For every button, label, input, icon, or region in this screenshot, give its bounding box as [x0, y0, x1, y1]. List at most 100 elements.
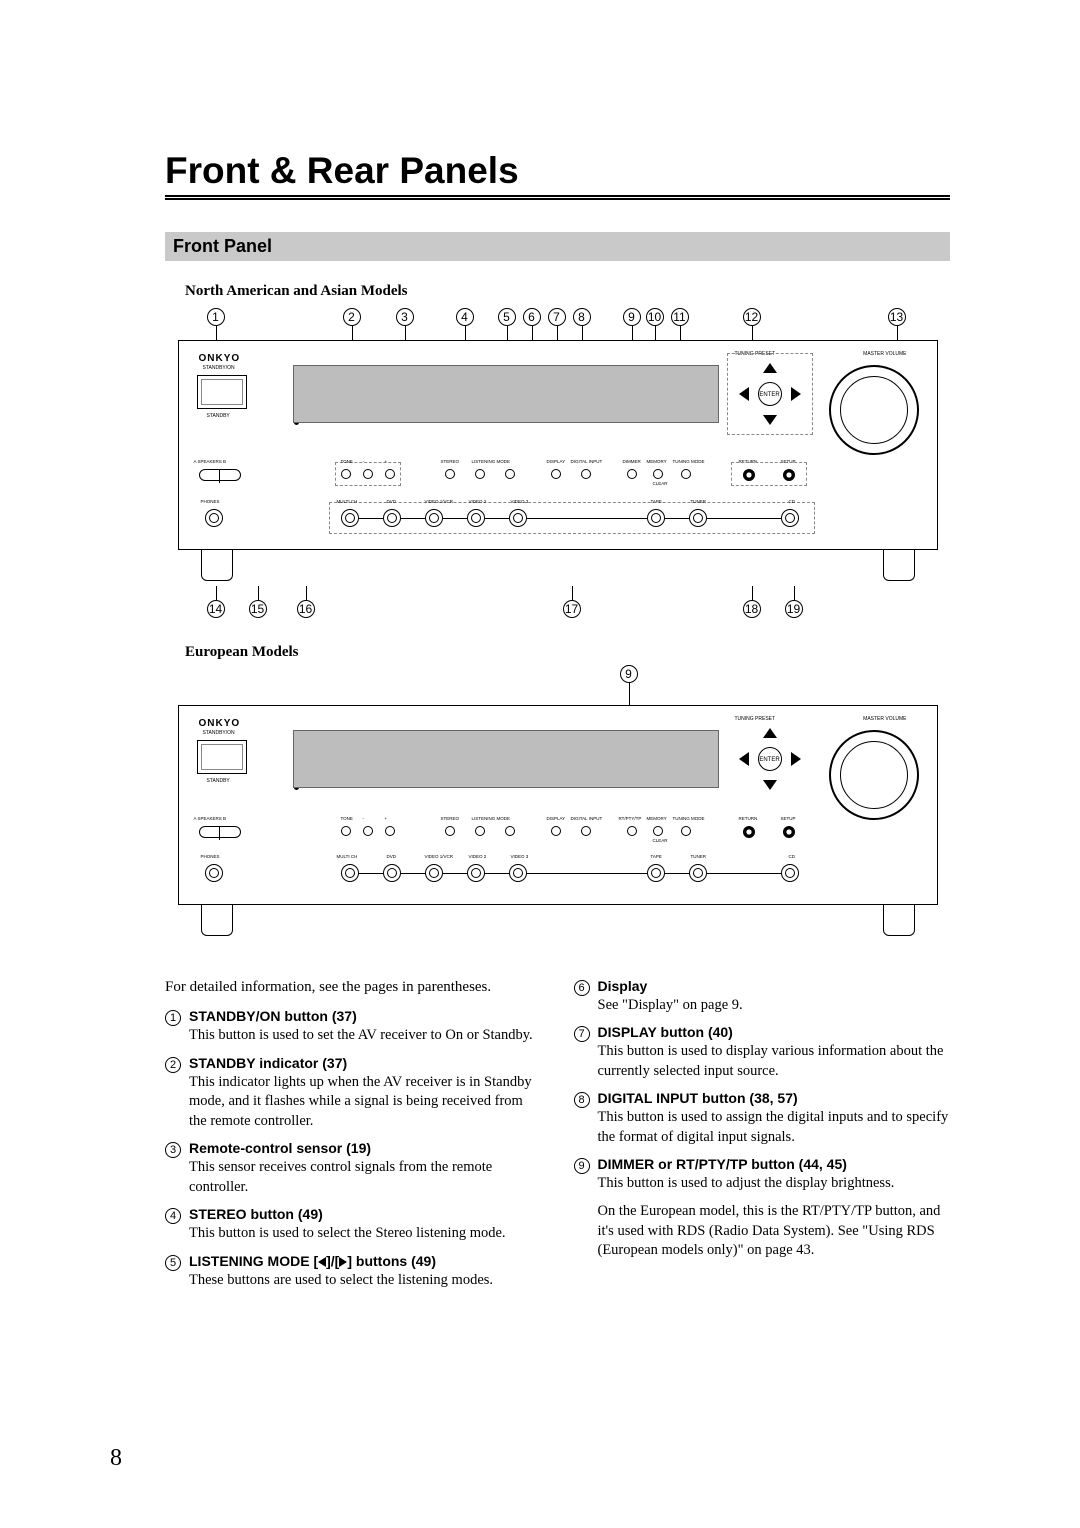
- callout-19: 19: [785, 600, 803, 618]
- tuning-preset-label-eu: TUNING PRESET: [735, 716, 776, 722]
- speakers-switch-eu: [199, 826, 241, 838]
- item-2: 2 STANDBY indicator (37) This indicator …: [165, 1054, 542, 1132]
- tuner-btn: [689, 509, 707, 527]
- memory-label-eu: MEMORY: [647, 816, 667, 821]
- dimmer-label: DIMMER: [623, 459, 641, 464]
- video3-label-eu: VIDEO 3: [511, 854, 529, 859]
- callouts-top: 1 2 3 4 5 6 7 8 9 10 11 12 13: [178, 308, 938, 340]
- listening-mode-label-eu: LISTENING MODE: [472, 816, 511, 821]
- item-num-3: 3: [165, 1142, 181, 1158]
- item-num-9: 9: [574, 1158, 590, 1174]
- item-desc-2: This indicator lights up when the AV rec…: [189, 1073, 542, 1132]
- video3-btn: [509, 509, 527, 527]
- video2-label-eu: VIDEO 2: [469, 854, 487, 859]
- callout-2: 2: [343, 308, 361, 326]
- tone-label: TONE: [341, 459, 353, 464]
- item-5: 5 LISTENING MODE []/[] buttons (49) Thes…: [165, 1252, 542, 1290]
- item-heading-1: STANDBY/ON button (37): [189, 1007, 533, 1026]
- tuner-label-eu: TUNER: [691, 854, 707, 859]
- item-7: 7 DISPLAY button (40) This button is use…: [574, 1023, 951, 1081]
- item-num-6: 6: [574, 980, 590, 996]
- enter-button-eu: ENTER: [758, 747, 782, 771]
- speakers-label: A SPEAKERS B: [194, 459, 227, 464]
- item-8: 8 DIGITAL INPUT button (38, 57) This but…: [574, 1089, 951, 1147]
- callouts-bottom: 14 15 16 17 18 19: [178, 586, 938, 620]
- callout-7: 7: [548, 308, 566, 326]
- item-desc-9a: This button is used to adjust the displa…: [598, 1174, 951, 1194]
- master-volume-label-eu: MASTER VOLUME: [863, 716, 906, 722]
- tape-label: TAPE: [651, 499, 662, 504]
- stereo-label-eu: STEREO: [441, 816, 460, 821]
- dvd-label-eu: DVD: [387, 854, 397, 859]
- clear-label-eu: CLEAR: [653, 838, 668, 843]
- item-4: 4 STEREO button (49) This button is used…: [165, 1205, 542, 1243]
- jack-row-eu: PHONES MULTI CH DVD VIDEO 1/VCR VIDEO 2 …: [191, 854, 925, 894]
- video2-btn: [467, 509, 485, 527]
- dvd-btn: [383, 509, 401, 527]
- clear-label: CLEAR: [653, 481, 668, 486]
- volume-knob-eu: [829, 730, 919, 820]
- callout-10: 10: [646, 308, 664, 326]
- callout-5: 5: [498, 308, 516, 326]
- na-asian-label: North American and Asian Models: [185, 283, 950, 300]
- item-heading-8: DIGITAL INPUT button (38, 57): [598, 1089, 951, 1108]
- item-num-2: 2: [165, 1057, 181, 1073]
- receiver-panel-eu: ONKYO STANDBY/ON STANDBY TUNING PRESET E…: [178, 705, 938, 905]
- standby-label: STANDBY: [207, 413, 230, 419]
- digital-input-label-eu: DIGITAL INPUT: [571, 816, 603, 821]
- return-setup-group: [731, 462, 807, 486]
- european-label: European Models: [185, 644, 950, 661]
- foot-right: [883, 549, 915, 581]
- item-heading-2: STANDBY indicator (37): [189, 1054, 542, 1073]
- digital-input-label: DIGITAL INPUT: [571, 459, 603, 464]
- standby-label-eu: STANDBY: [207, 778, 230, 784]
- callout-18: 18: [743, 600, 761, 618]
- item-heading-7: DISPLAY button (40): [598, 1023, 951, 1042]
- cd-label: CD: [789, 499, 796, 504]
- rtptytp-label: RT/PTY/TP: [619, 816, 642, 821]
- phones-jack: [205, 509, 223, 527]
- section-title: Front Panel: [165, 232, 950, 261]
- display-window: [293, 365, 719, 423]
- video1-label-eu: VIDEO 1/VCR: [425, 854, 454, 859]
- brand-logo: ONKYO: [199, 353, 241, 364]
- item-3: 3 Remote-control sensor (19) This sensor…: [165, 1139, 542, 1197]
- tone-label-eu: TONE: [341, 816, 353, 821]
- enter-button: ENTER: [758, 382, 782, 406]
- item-num-8: 8: [574, 1092, 590, 1108]
- item-desc-6: See "Display" on page 9.: [598, 996, 743, 1016]
- button-row-eu: A SPEAKERS B TONE - + STEREO LISTENING M…: [191, 816, 925, 850]
- master-volume-label: MASTER VOLUME: [863, 351, 906, 357]
- right-column: 6 Display See "Display" on page 9. 7 DIS…: [574, 977, 951, 1298]
- callout-13: 13: [888, 308, 906, 326]
- speakers-switch: [199, 469, 241, 481]
- page-title: Front & Rear Panels: [165, 150, 950, 200]
- video3-label: VIDEO 3: [511, 499, 529, 504]
- callout-6: 6: [523, 308, 541, 326]
- callout-14: 14: [207, 600, 225, 618]
- item-desc-7: This button is used to display various i…: [598, 1042, 951, 1081]
- callout-8: 8: [573, 308, 591, 326]
- foot-right-eu: [883, 904, 915, 936]
- listening-mode-label: LISTENING MODE: [472, 459, 511, 464]
- page-number: 8: [110, 1445, 122, 1472]
- button-row: A SPEAKERS B TONE - + STEREO LISTENING M…: [191, 459, 925, 493]
- tuning-mode-label: TUNING MODE: [673, 459, 705, 464]
- arrow-pad-eu: ENTER: [735, 724, 805, 794]
- callout-9: 9: [623, 308, 641, 326]
- phones-label: PHONES: [201, 499, 220, 504]
- arrow-pad: ENTER: [735, 359, 805, 429]
- item-desc-4: This button is used to select the Stereo…: [189, 1224, 506, 1244]
- jack-row: PHONES MULTI CH DVD VIDEO 1/VCR VIDEO 2 …: [191, 499, 925, 539]
- multich-btn: [341, 509, 359, 527]
- item-heading-6: Display: [598, 977, 743, 996]
- foot-left-eu: [201, 904, 233, 936]
- item-desc-8: This button is used to assign the digita…: [598, 1108, 951, 1147]
- callout-1: 1: [207, 308, 225, 326]
- tape-label-eu: TAPE: [651, 854, 662, 859]
- speakers-label-eu: A SPEAKERS B: [194, 816, 227, 821]
- power-button: [197, 375, 247, 409]
- power-button-eu: [197, 740, 247, 774]
- item-1: 1 STANDBY/ON button (37) This button is …: [165, 1007, 542, 1045]
- item-6: 6 Display See "Display" on page 9.: [574, 977, 951, 1015]
